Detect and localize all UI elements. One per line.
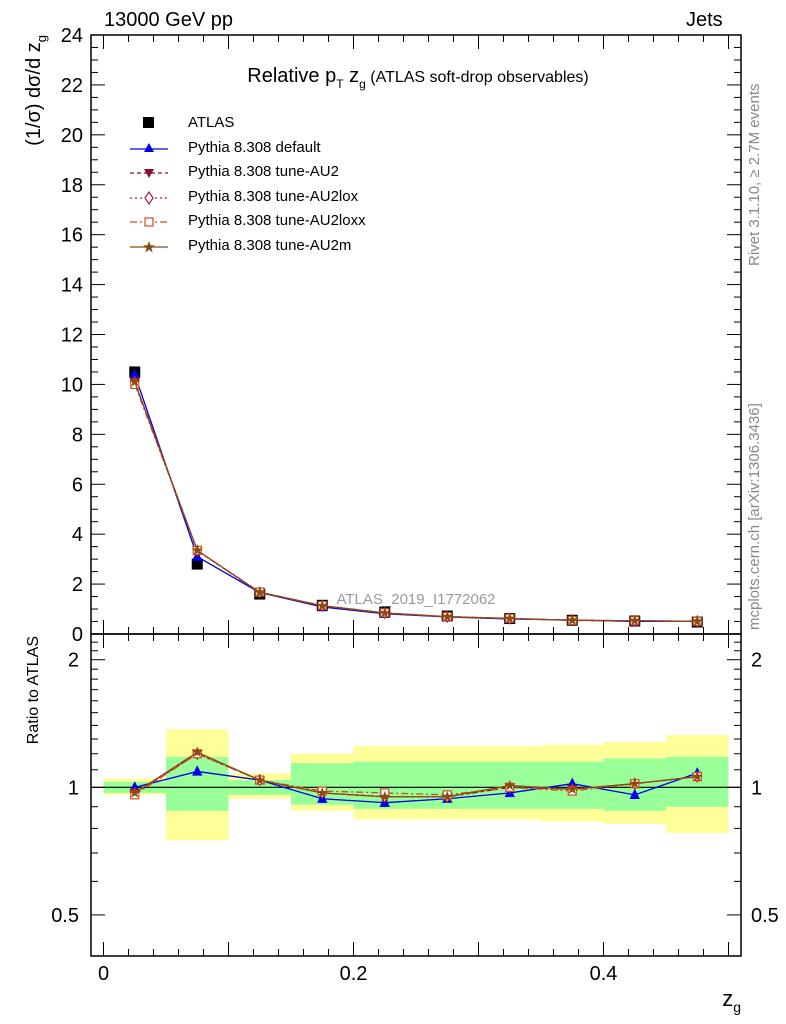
series-0-ratio-line xyxy=(134,770,698,804)
series-4-ratio-point xyxy=(441,791,453,802)
ratio-tick-label-right: 2 xyxy=(751,650,762,672)
y-tick-label: 4 xyxy=(72,524,83,546)
series-4-ratio-point xyxy=(629,777,641,789)
series-0-ratio-point xyxy=(629,788,640,800)
ratio-tick-label: 0.5 xyxy=(51,905,79,927)
series-2-line xyxy=(134,381,698,622)
data-point xyxy=(191,558,203,570)
series-0-point xyxy=(129,368,140,379)
y-tick-label: 12 xyxy=(61,325,83,347)
series-4-line xyxy=(134,381,698,622)
series-4-ratio-point xyxy=(254,774,266,785)
series-4-point xyxy=(191,544,203,556)
y-tick-label: 14 xyxy=(61,275,83,297)
watermark: ATLAS_2019_I1772062 xyxy=(336,591,495,608)
y-tick-label: 16 xyxy=(61,225,83,247)
legend-label-au2loxx: Pythia 8.308 tune-AU2loxx xyxy=(188,212,366,230)
y-tick-label: 0 xyxy=(72,624,83,646)
series-0-line xyxy=(134,374,698,623)
y-tick-label: 24 xyxy=(61,25,83,47)
ratio-tick-label-right: 1 xyxy=(751,777,762,799)
header-left: 13000 GeV pp xyxy=(104,9,233,31)
legend-label-default: Pythia 8.308 default xyxy=(188,138,321,156)
series-4-point xyxy=(379,607,391,618)
y-axis-label: (1/σ) dσ/d zg xyxy=(23,35,49,146)
ratio-frame xyxy=(90,633,742,957)
series-4-point xyxy=(691,615,703,626)
series-1-line xyxy=(134,381,698,622)
y-tick-label: 8 xyxy=(72,424,83,446)
series-4-point xyxy=(504,612,516,624)
ratio-tick-label: 2 xyxy=(68,650,79,672)
legend-label-au2lox: Pythia 8.308 tune-AU2lox xyxy=(188,187,359,205)
series-4-ratio-point xyxy=(566,783,578,794)
series-4-ratio-point xyxy=(504,779,516,791)
legend-label-au2m: Pythia 8.308 tune-AU2m xyxy=(188,236,352,254)
ratio-axis-label: Ratio to ATLAS xyxy=(25,636,42,744)
y-tick-label: 18 xyxy=(61,175,83,197)
header-right: Jets xyxy=(686,9,723,31)
series-4-ratio-point xyxy=(379,791,391,802)
series-4-point xyxy=(316,600,328,611)
series-4-ratio-line xyxy=(134,751,698,798)
y-tick-label: 20 xyxy=(61,125,83,147)
y-tick-label: 22 xyxy=(61,75,83,97)
band-stat xyxy=(166,756,229,811)
series-3-line xyxy=(134,384,698,622)
series-4-ratio-point xyxy=(129,787,141,798)
y-tick-label: 6 xyxy=(72,474,83,496)
series-0-ratio-point xyxy=(192,765,203,776)
series-4-point xyxy=(566,614,578,625)
legend-label-data: ATLAS xyxy=(188,114,235,131)
x-tick-label: 0.4 xyxy=(590,963,618,985)
ratio-tick-label-right: 0.5 xyxy=(751,905,779,927)
y-tick-label: 2 xyxy=(72,574,83,596)
x-tick-label: 0 xyxy=(98,963,109,985)
series-4-point xyxy=(441,611,453,622)
ratio-tick-label: 1 xyxy=(68,777,79,799)
mcplots-label: mcplots.cern.ch [arXiv:1306.3436] xyxy=(746,403,763,630)
x-tick-label: 0.2 xyxy=(340,963,368,985)
series-4-ratio-point xyxy=(191,746,203,757)
legend-label-au2: Pythia 8.308 tune-AU2 xyxy=(188,163,339,181)
y-tick-label: 10 xyxy=(61,374,83,396)
series-4-ratio-point xyxy=(691,770,703,782)
series-4-point xyxy=(629,615,641,626)
chart-title: Relative pT zg (ATLAS soft-drop observab… xyxy=(247,65,588,91)
series-4-point xyxy=(254,586,266,597)
series-4-point xyxy=(129,376,141,387)
x-axis-label: zg xyxy=(722,986,741,1015)
series-4-ratio-point xyxy=(316,787,328,798)
series-3-ratio-line xyxy=(134,753,698,796)
rivet-label: Rivet 3.1.10, ≥ 2.7M events xyxy=(746,83,763,267)
